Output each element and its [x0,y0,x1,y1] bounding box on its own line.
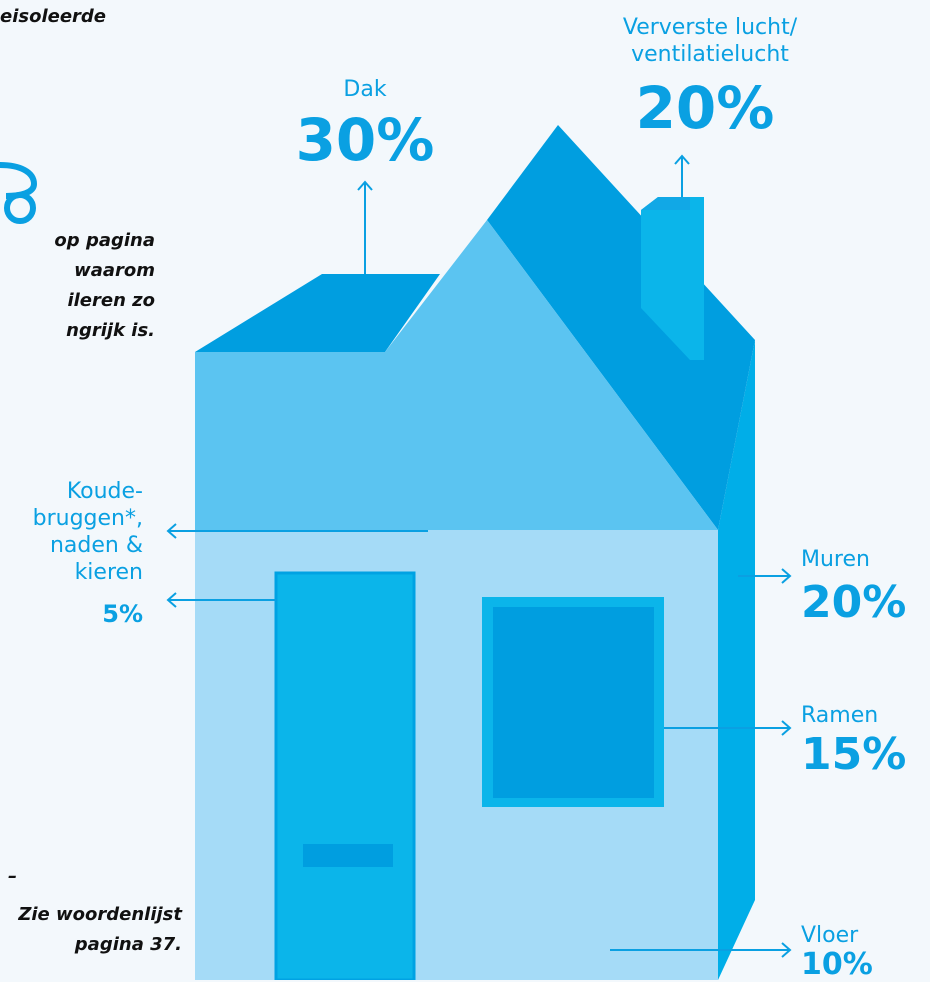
chimney-side [641,197,690,210]
dak-arrowhead [357,180,373,191]
muren-value: 20% [801,577,907,628]
vloer-value: 10% [801,947,873,982]
ramen-value: 15% [801,729,907,780]
ventilatie-label: Ververste lucht/ ventilatielucht [622,15,798,67]
muren-label: Muren [801,547,870,572]
ventilatie-value: 20% [635,74,775,142]
top-note: eisoleerde [0,6,107,27]
window-glass [493,607,654,798]
left-roof [195,274,440,352]
chimney [641,197,704,360]
door-mail-slot [303,844,393,867]
koudebruggen-arrowhead-upper [166,523,177,539]
muren-arrowhead [781,568,792,584]
back-roof [487,125,755,530]
vloer-label: Vloer [801,923,859,948]
side-note: op pagina waarom ileren zo ngrijk is. [54,230,155,341]
dak-value: 30% [295,106,435,174]
footnote-dash: – [8,866,17,887]
ventilatie-arrowhead [674,154,690,165]
side-wall [718,340,755,980]
koudebruggen-label: Koude- bruggen*, naden & kieren [32,479,143,585]
ramen-label: Ramen [801,703,879,728]
partial-icon [0,162,38,224]
koudebruggen-value: 5% [102,600,143,628]
door [274,571,416,980]
ramen-arrowhead [781,720,792,736]
vloer-arrowhead [781,942,792,958]
koudebruggen-arrowhead-lower [166,592,177,608]
dak-label: Dak [343,77,387,102]
footnote: Zie woordenlijst pagina 37. [18,904,182,955]
gable [195,220,718,530]
